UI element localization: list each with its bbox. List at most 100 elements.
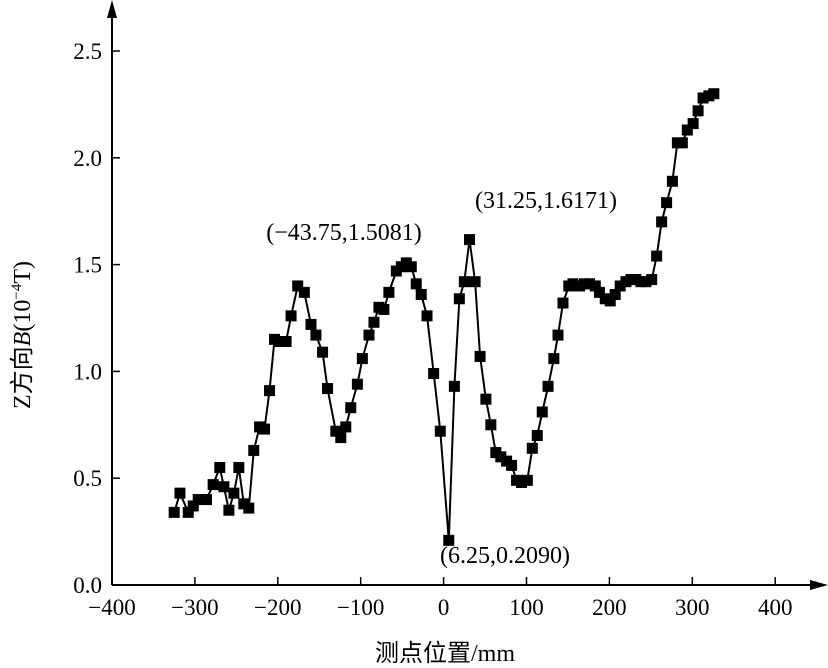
- data-point: [182, 506, 194, 518]
- data-point: [687, 118, 699, 130]
- data-point: [421, 310, 433, 322]
- y-axis-label: Z方向B(10−4T): [9, 261, 36, 409]
- data-point: [335, 432, 347, 444]
- data-point: [356, 353, 368, 365]
- data-point: [589, 280, 601, 292]
- data-point: [264, 385, 276, 397]
- data-point: [243, 502, 255, 514]
- data-point: [248, 444, 260, 456]
- y-axis-label-symbol: B: [10, 331, 36, 346]
- annotation-layer: (−43.75,1.5081) (31.25,1.6171) (6.25,0.209…: [266, 188, 617, 569]
- data-point: [609, 289, 621, 301]
- data-point: [458, 276, 470, 288]
- y-tick-label: 2.5: [73, 39, 102, 64]
- x-tick-label: 200: [592, 595, 627, 620]
- data-point: [378, 303, 390, 315]
- x-tick-label: −100: [337, 595, 384, 620]
- data-point: [666, 175, 678, 187]
- data-point: [506, 459, 518, 471]
- data-point: [322, 382, 334, 394]
- y-tick-label: 1.0: [73, 359, 102, 384]
- x-tick-label: −400: [88, 595, 135, 620]
- x-tick-label: 300: [675, 595, 710, 620]
- data-point: [383, 286, 395, 298]
- data-point: [363, 329, 375, 341]
- data-point: [368, 316, 380, 328]
- data-point: [330, 425, 342, 437]
- data-point: [516, 476, 528, 488]
- x-tick-label: 0: [438, 595, 450, 620]
- data-point: [604, 295, 616, 307]
- data-point: [469, 276, 481, 288]
- data-point: [651, 250, 663, 262]
- y-ticks: 0.0 0.5 1.0 1.5 2.0 2.5: [73, 39, 120, 598]
- data-point: [646, 274, 658, 286]
- x-tick-label: −200: [254, 595, 301, 620]
- data-point: [174, 487, 186, 499]
- data-point: [681, 124, 693, 136]
- data-point: [405, 261, 417, 273]
- data-point: [351, 378, 363, 390]
- data-point: [187, 500, 199, 512]
- data-point: [273, 335, 285, 347]
- data-point: [192, 494, 204, 506]
- data-point: [692, 105, 704, 117]
- data-point: [223, 504, 235, 516]
- data-point: [453, 293, 465, 305]
- data-point: [280, 335, 292, 347]
- data-point: [228, 487, 240, 499]
- data-point: [557, 297, 569, 309]
- data-annotation: (6.25,0.2090): [440, 543, 570, 569]
- data-point: [317, 346, 329, 358]
- data-point: [298, 286, 310, 298]
- data-annotation: (−43.75,1.5081): [266, 220, 422, 246]
- y-axis-arrow: [107, 0, 117, 18]
- data-point: [536, 406, 548, 418]
- data-point: [285, 310, 297, 322]
- data-point: [531, 429, 543, 441]
- data-point: [676, 137, 688, 149]
- y-tick-label: 1.5: [73, 253, 102, 278]
- data-point: [464, 234, 476, 246]
- y-axis-label-unit-exp: −4: [9, 283, 25, 299]
- x-tick-label: −300: [171, 595, 218, 620]
- data-point: [548, 353, 560, 365]
- data-point: [340, 421, 352, 433]
- data-point: [542, 380, 554, 392]
- y-tick-label: 0.0: [73, 573, 102, 598]
- data-point: [656, 216, 668, 228]
- data-annotation: (31.25,1.6171): [475, 188, 617, 214]
- data-point: [521, 474, 533, 486]
- data-point: [443, 534, 455, 546]
- y-axis-label-prefix: Z方向: [9, 346, 36, 409]
- data-point: [218, 481, 230, 493]
- data-point: [233, 462, 245, 474]
- x-tick-label: 400: [758, 595, 793, 620]
- data-point: [207, 479, 219, 491]
- data-point: [428, 368, 440, 380]
- series-line: [173, 92, 715, 542]
- x-tick-label: 100: [509, 595, 544, 620]
- data-point: [168, 506, 180, 518]
- data-point: [214, 462, 226, 474]
- data-point: [567, 278, 579, 290]
- axes: [107, 0, 828, 590]
- data-point: [259, 423, 271, 435]
- data-point: [474, 350, 486, 362]
- data-point: [415, 289, 427, 301]
- data-point: [526, 442, 538, 454]
- data-point: [485, 419, 497, 431]
- data-point: [614, 280, 626, 292]
- x-ticks: −400 −300 −200 −100 0 100 200 300 400: [88, 577, 792, 620]
- y-tick-label: 0.5: [73, 466, 102, 491]
- data-point: [410, 278, 422, 290]
- data-point: [292, 280, 304, 292]
- data-point: [593, 286, 605, 298]
- series-layer: [168, 88, 720, 546]
- data-point: [495, 451, 507, 463]
- data-point: [708, 88, 720, 100]
- data-point: [480, 393, 492, 405]
- data-point: [661, 197, 673, 209]
- data-point: [697, 92, 709, 104]
